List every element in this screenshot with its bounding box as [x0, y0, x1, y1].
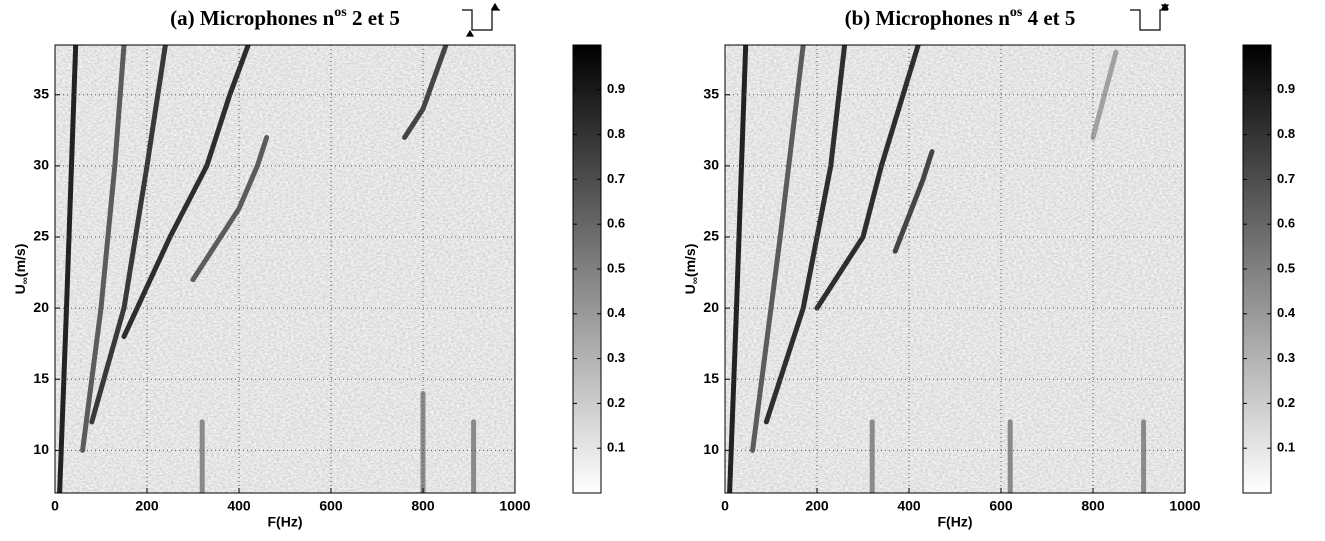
x-tick-label: 1000 [499, 498, 530, 514]
colorbar-tick-label: 0.9 [1277, 81, 1295, 96]
y-label-unit: (m/s) [12, 244, 28, 277]
colorbar-tick-label: 0.6 [607, 216, 625, 231]
x-tick-label: 0 [51, 498, 59, 514]
colorbar-tick-label: 0.3 [1277, 350, 1295, 365]
colorbar-tick-label: 0.5 [1277, 260, 1295, 275]
y-tick-label: 15 [703, 370, 719, 386]
x-axis-label: F(Hz) [938, 514, 973, 530]
panel-title: (a) Microphones nos 2 et 5 [170, 5, 400, 30]
colorbar-tick-label: 0.9 [607, 81, 625, 96]
ridge-line [121, 45, 251, 340]
ridge [57, 45, 79, 493]
colorbar-tick-label: 0.5 [607, 260, 625, 275]
x-tick-label: 200 [135, 498, 159, 514]
colorbar [1242, 44, 1272, 494]
y-label-subscript: ∞ [20, 277, 31, 284]
ridge-line [1090, 49, 1119, 140]
ridge-line [727, 45, 749, 493]
colorbar-tick-label: 0.8 [1277, 126, 1295, 141]
title-prefix: (b) Microphones n [845, 6, 1011, 30]
x-tick-label: 1000 [1169, 498, 1200, 514]
panel-title: (b) Microphones nos 4 et 5 [845, 5, 1076, 30]
y-tick-label: 20 [703, 299, 719, 315]
x-tick-label: 400 [897, 498, 921, 514]
colorbar-tick-label: 0.4 [1277, 305, 1296, 320]
y-tick-label: 35 [703, 85, 719, 101]
ridge [892, 149, 935, 254]
ridge [1090, 49, 1119, 140]
ridge-line [57, 45, 79, 493]
ridge [190, 134, 270, 283]
x-tick-label: 0 [721, 498, 729, 514]
x-tick-label: 200 [805, 498, 829, 514]
x-tick-label: 600 [319, 498, 343, 514]
ridge-line [814, 45, 921, 311]
y-tick-label: 35 [33, 85, 49, 101]
y-tick-label: 15 [33, 370, 49, 386]
panel-icon [462, 2, 1170, 37]
colorbar-tick-label: 0.3 [607, 350, 625, 365]
x-tick-label: 800 [1081, 498, 1105, 514]
colorbar-tick-label: 0.2 [1277, 395, 1295, 410]
x-axis-label: F(Hz) [268, 514, 303, 530]
colorbar-tick-label: 0.1 [607, 440, 625, 455]
y-label-unit: (m/s) [682, 244, 698, 277]
title-suffix: 4 et 5 [1022, 6, 1075, 30]
colorbar-tick-label: 0.7 [1277, 171, 1295, 186]
title-suffix: 2 et 5 [347, 6, 400, 30]
x-tick-label: 800 [411, 498, 435, 514]
ridge-line [892, 149, 935, 254]
y-axis-label: U∞(m/s) [12, 244, 31, 295]
colorbar-tick-label: 0.4 [607, 305, 626, 320]
title-superscript: os [334, 5, 347, 20]
colorbar-tick-label: 0.6 [1277, 216, 1295, 231]
y-tick-label: 20 [33, 299, 49, 315]
ridge [727, 45, 749, 493]
y-axis-label: U∞(m/s) [682, 244, 701, 295]
plot-frame [724, 44, 1186, 494]
ridge [814, 45, 921, 311]
ridge-layer [57, 45, 477, 493]
colorbar-tick-label: 0.1 [1277, 440, 1295, 455]
x-tick-label: 600 [989, 498, 1013, 514]
y-label-main: U [682, 284, 698, 294]
colorbar-tick-label: 0.7 [607, 171, 625, 186]
y-label-main: U [12, 284, 28, 294]
colorbar-tick-label: 0.8 [607, 126, 625, 141]
colorbar-tick-label: 0.2 [607, 395, 625, 410]
y-tick-label: 25 [33, 228, 49, 244]
ridge-line [190, 134, 270, 283]
title-superscript: os [1010, 5, 1023, 20]
plot-texture [725, 45, 1185, 493]
plot-texture [55, 45, 515, 493]
y-tick-label: 10 [703, 441, 719, 457]
x-tick-label: 400 [227, 498, 251, 514]
y-tick-label: 25 [703, 228, 719, 244]
y-tick-label: 10 [33, 441, 49, 457]
colorbar [572, 44, 602, 494]
title-prefix: (a) Microphones n [170, 6, 334, 30]
y-label-subscript: ∞ [690, 277, 701, 284]
plot-frame [54, 44, 516, 494]
ridge [121, 45, 251, 340]
y-tick-label: 30 [33, 157, 49, 173]
y-tick-label: 30 [703, 157, 719, 173]
